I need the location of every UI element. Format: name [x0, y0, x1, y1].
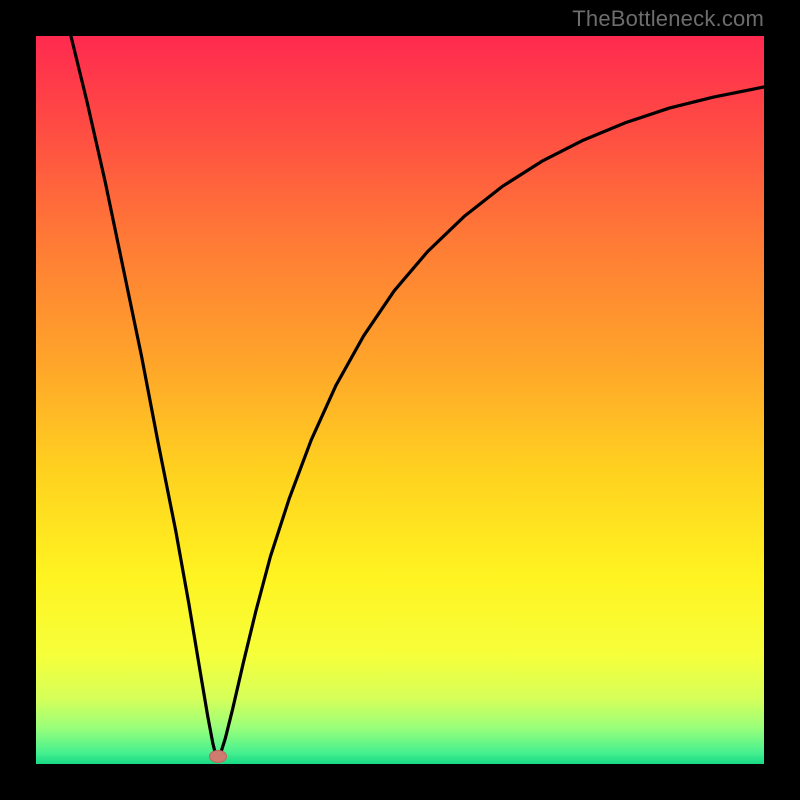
plot-area — [36, 36, 764, 764]
curve-layer — [36, 36, 764, 764]
chart-root: TheBottleneck.com — [0, 0, 800, 800]
watermark-text: TheBottleneck.com — [572, 6, 764, 32]
bottleneck-curve — [71, 36, 764, 757]
